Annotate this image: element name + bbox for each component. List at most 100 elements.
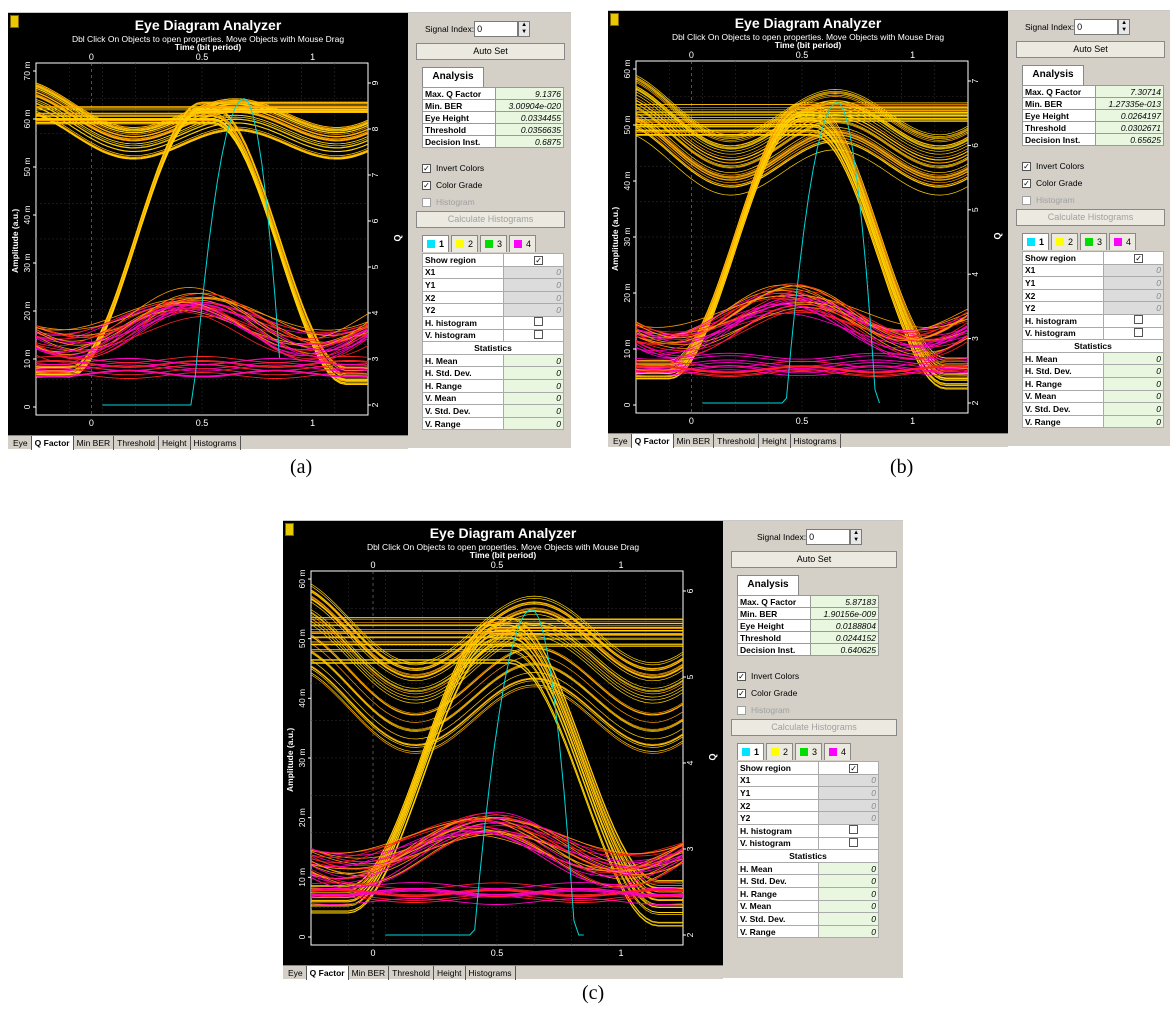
region-value[interactable]: 0 [503,278,564,292]
checkbox-box[interactable]: ✓ [737,671,746,681]
analysis-tab[interactable]: Analysis [422,67,484,87]
color-grade-checkbox[interactable]: ✓ Color Grade [1022,178,1082,188]
signal-index-spinner[interactable]: ▲ ▼ [1118,19,1131,35]
eye-trace [636,370,968,377]
region-value[interactable]: 0 [1103,263,1164,278]
region-checkbox[interactable] [849,837,859,847]
signal-tab-2[interactable]: 2 [766,743,794,760]
calculate-histograms-button[interactable]: Calculate Histograms [731,719,897,736]
region-value[interactable]: 0 [1103,288,1164,303]
auto-set-button[interactable]: Auto Set [416,43,565,60]
view-tab-height[interactable]: Height [434,965,466,980]
analysis-row: Threshold 0.0244152 [737,631,880,644]
region-value[interactable]: 0 [1103,301,1164,315]
view-tab-min-ber[interactable]: Min BER [74,435,115,450]
signal-tab-4[interactable]: 4 [509,235,537,252]
histogram-checkbox[interactable]: Histogram [422,197,475,207]
analysis-tab[interactable]: Analysis [737,575,799,595]
region-value[interactable]: 0 [818,773,879,788]
region-row: Y2 0 [736,811,879,825]
analysis-tab[interactable]: Analysis [1022,65,1084,85]
region-value[interactable]: 0 [818,786,879,800]
checkbox-box[interactable]: ✓ [422,180,431,190]
signal-tab-label: 2 [468,239,474,249]
signal-tab-3[interactable]: 3 [480,235,508,252]
histogram-checkbox[interactable]: Histogram [737,705,790,715]
view-tab-eye[interactable]: Eye [285,965,307,980]
histogram-checkbox[interactable]: Histogram [1022,195,1075,205]
signal-index-input[interactable]: 0 [474,21,519,37]
eye-plot[interactable]: 0 0 0.5 0.5 1 1 60 m 50 m 40 m 30 m 20 m 10 m 0 7 6 5 4 3… [608,11,1008,433]
signal-index-spinner[interactable]: ▲ ▼ [518,21,531,37]
view-tab-eye[interactable]: Eye [10,435,32,450]
eye-trace [36,311,368,363]
region-checkbox[interactable] [1134,315,1144,325]
color-grade-checkbox[interactable]: ✓ Color Grade [737,688,797,698]
signal-tab-1[interactable]: 1 [422,235,450,252]
checkbox-box[interactable]: ✓ [1022,178,1031,188]
region-value[interactable]: 0 [503,265,564,280]
region-value[interactable]: 0 [818,798,879,813]
region-value[interactable]: 0 [503,303,564,317]
region-value[interactable]: 0 [818,811,879,825]
signal-tab-2[interactable]: 2 [1051,233,1079,250]
checkbox-box[interactable] [1022,195,1031,205]
checkbox-box[interactable]: ✓ [422,163,431,173]
eye-trace [311,645,683,914]
invert-colors-checkbox[interactable]: ✓ Invert Colors [422,163,484,173]
view-tab-height[interactable]: Height [159,435,191,450]
region-value[interactable]: 0 [1103,276,1164,290]
signal-tab-3[interactable]: 3 [795,743,823,760]
view-tab-min-ber[interactable]: Min BER [349,965,390,980]
region-checkbox[interactable] [534,317,544,327]
view-tabs: Eye Q Factor Min BER Threshold Height Histogr… [283,965,723,980]
view-tab-histograms[interactable]: Histograms [466,965,516,980]
region-checkbox[interactable]: ✓ [1134,253,1144,263]
region-check-cell [1103,326,1164,341]
checkbox-box[interactable]: ✓ [737,688,746,698]
view-tab-q-factor[interactable]: Q Factor [31,435,74,450]
stat-key: V. Mean [421,391,505,406]
checkbox-box[interactable] [737,705,746,715]
eye-trace [311,890,683,898]
signal-index-input[interactable]: 0 [806,529,851,545]
view-tab-histograms[interactable]: Histograms [191,435,241,450]
signal-tab-1[interactable]: 1 [737,743,765,760]
auto-set-button[interactable]: Auto Set [731,551,897,568]
signal-tab-1[interactable]: 1 [1022,233,1050,250]
signal-index-spinner[interactable]: ▲ ▼ [850,529,863,545]
signal-tab-4[interactable]: 4 [824,743,852,760]
view-tab-q-factor[interactable]: Q Factor [306,965,349,980]
view-tab-min-ber[interactable]: Min BER [674,433,715,448]
region-checkbox[interactable] [534,329,544,339]
view-tab-threshold[interactable]: Threshold [114,435,159,450]
view-tab-threshold[interactable]: Threshold [714,433,759,448]
eye-plot[interactable]: 0 0 0.5 0.5 1 1 70 m 60 m 50 m 40 m 30 m 20 m 10 m 0 9… [8,13,408,435]
invert-colors-checkbox[interactable]: ✓ Invert Colors [737,671,799,681]
checkbox-box[interactable] [422,197,431,207]
color-grade-checkbox[interactable]: ✓ Color Grade [422,180,482,190]
signal-tab-2[interactable]: 2 [451,235,479,252]
invert-colors-checkbox[interactable]: ✓ Invert Colors [1022,161,1084,171]
region-value[interactable]: 0 [503,290,564,305]
view-tab-height[interactable]: Height [759,433,791,448]
region-checkbox[interactable]: ✓ [849,763,859,773]
region-checkbox[interactable] [849,825,859,835]
view-tab-q-factor[interactable]: Q Factor [631,433,674,448]
region-checkbox[interactable]: ✓ [534,255,544,265]
checkbox-box[interactable]: ✓ [1022,161,1031,171]
view-tab-eye[interactable]: Eye [610,433,632,448]
auto-set-button[interactable]: Auto Set [1016,41,1165,58]
calculate-histograms-button[interactable]: Calculate Histograms [1016,209,1165,226]
signal-color-swatch [1114,238,1123,246]
view-tab-threshold[interactable]: Threshold [389,965,434,980]
signal-tab-3[interactable]: 3 [1080,233,1108,250]
eye-plot[interactable]: 0 0 0.5 0.5 1 1 60 m 50 m 40 m 30 m 20 m 10 m 0 6 5 4 3 2 [283,521,723,965]
region-checkbox[interactable] [1134,327,1144,337]
signal-tab-4[interactable]: 4 [1109,233,1137,250]
stat-value: 0 [1103,364,1164,378]
y-tick-label: 20 m [297,808,307,827]
signal-index-input[interactable]: 0 [1074,19,1119,35]
calculate-histograms-button[interactable]: Calculate Histograms [416,211,565,228]
view-tab-histograms[interactable]: Histograms [791,433,841,448]
